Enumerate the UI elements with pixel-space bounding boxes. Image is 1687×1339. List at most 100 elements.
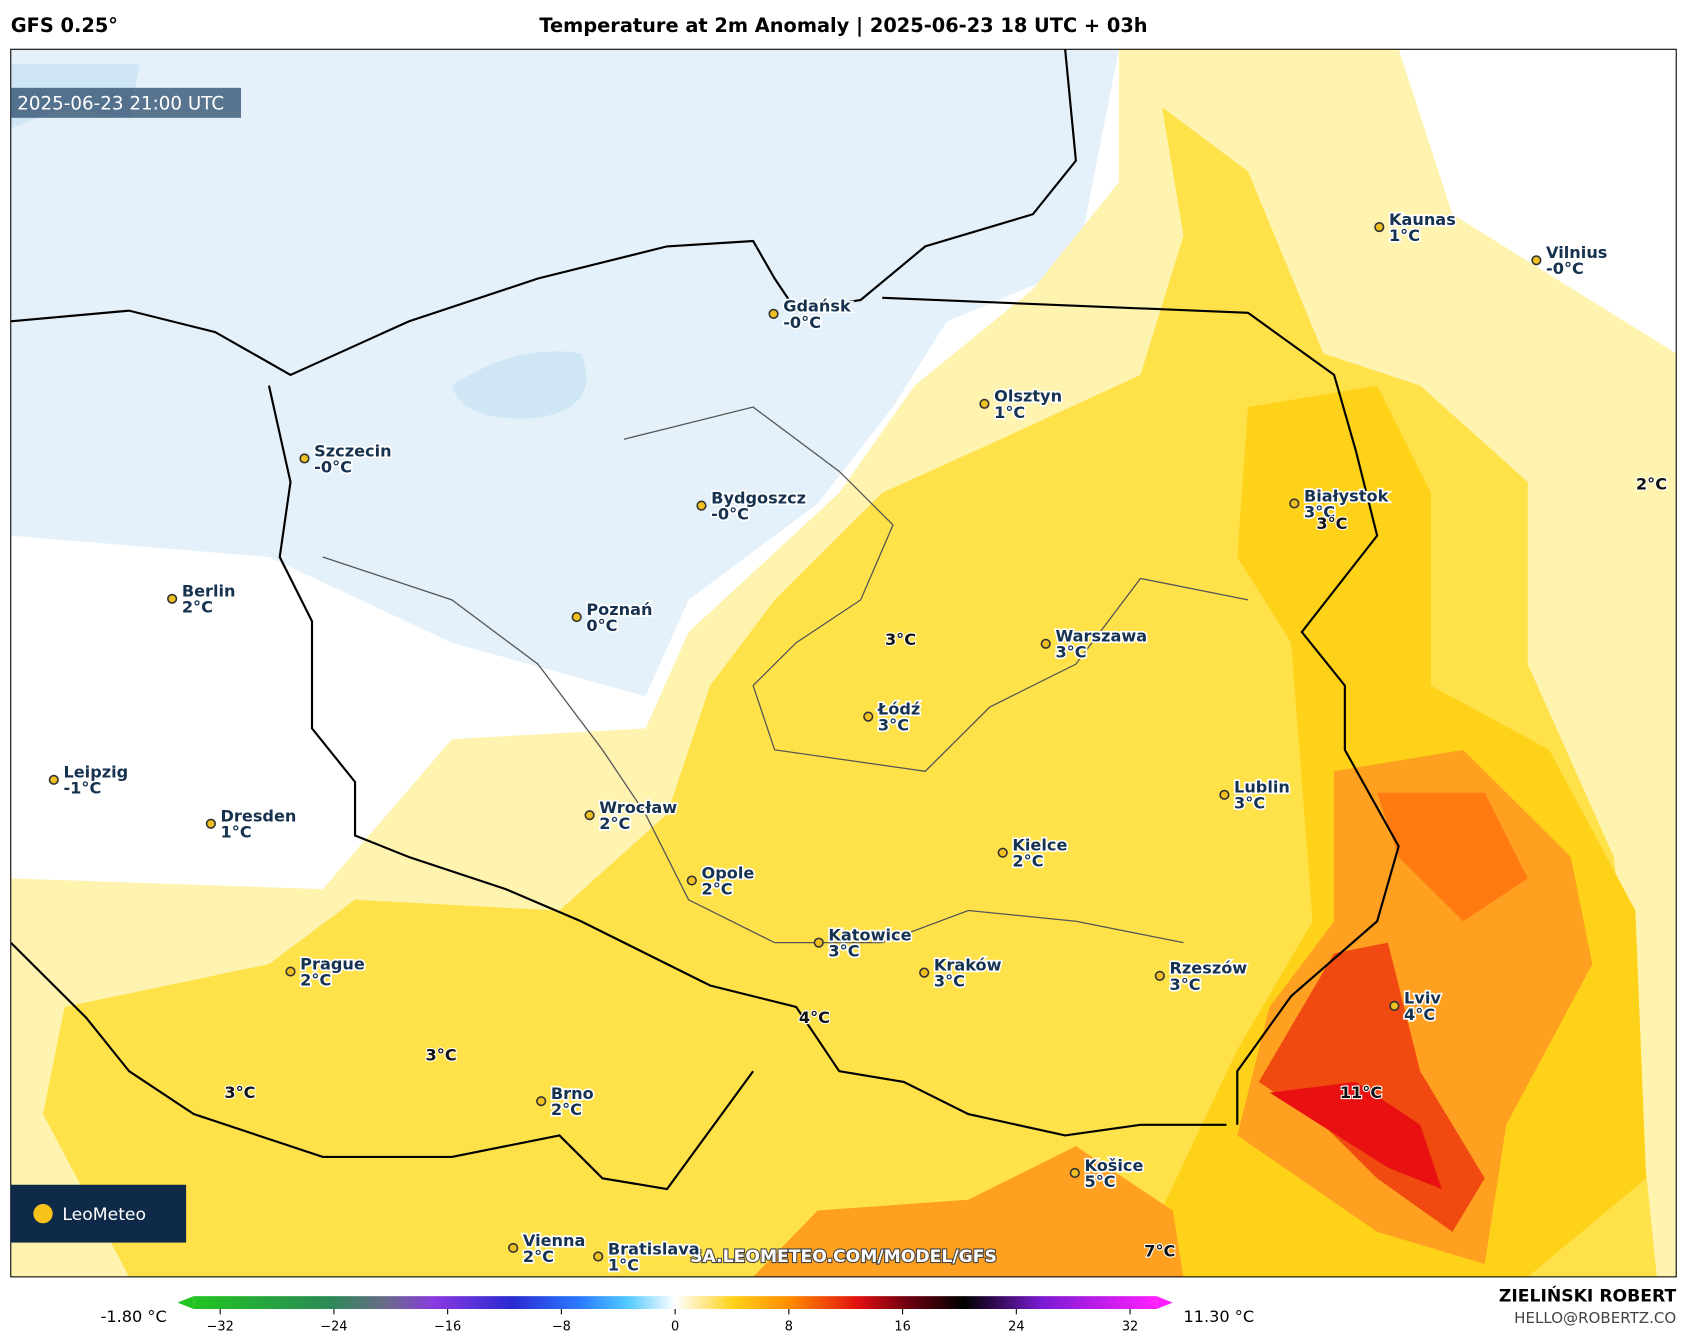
city-temp: 0°C: [586, 616, 617, 635]
city-name: Kraków: [934, 956, 1002, 975]
colorbar-min: -1.80 °C: [101, 1307, 167, 1326]
colorbar-tick-label: 8: [785, 1319, 793, 1334]
city-dot: [768, 308, 779, 319]
city-dot: [1374, 222, 1385, 233]
city-dot: [1040, 638, 1051, 649]
map-title: Temperature at 2m Anomaly | 2025-06-23 1…: [539, 14, 1147, 37]
city-temp: 3°C: [878, 716, 909, 735]
city-name: Bydgoszcz: [711, 488, 806, 507]
city-dot: [593, 1251, 604, 1262]
model-label: GFS 0.25°: [11, 14, 118, 37]
colorbar-min-arrow: [177, 1296, 194, 1310]
city-dot: [813, 937, 824, 948]
time-box: [10, 87, 242, 118]
colorbar-tick-label: 16: [894, 1319, 910, 1334]
city-dot: [508, 1242, 519, 1254]
city-temp: -0°C: [314, 457, 352, 476]
city-name: Bratislava: [608, 1239, 700, 1258]
colorbar-tick-label: 0: [671, 1319, 679, 1334]
city-name: Poznań: [586, 600, 652, 619]
colorbar-tick-label: 24: [1008, 1319, 1024, 1334]
city-dot: [48, 774, 59, 785]
city-temp: 3°C: [1169, 975, 1200, 994]
city-temp: 3°C: [1234, 794, 1265, 813]
logo-sun: [33, 1204, 53, 1224]
city-dot: [1219, 789, 1230, 800]
city-name: Košice: [1085, 1156, 1144, 1175]
colorbar-max-arrow: [1156, 1296, 1173, 1310]
city-dot: [205, 818, 216, 829]
city-name: Łódź: [877, 700, 920, 719]
extremum-label: 3°C: [426, 1046, 457, 1065]
contact: HELLO@ROBERTZ.CO: [1514, 1309, 1676, 1327]
city-dot: [686, 875, 697, 886]
city-temp: 2°C: [551, 1100, 582, 1119]
city-dot: [696, 500, 707, 511]
city-dot: [1069, 1167, 1080, 1179]
city-dot: [1531, 255, 1542, 266]
city-name: Gdańsk: [783, 297, 852, 316]
city-dot: [536, 1096, 547, 1107]
city-name: Katowice: [828, 926, 911, 945]
city-temp: 1°C: [221, 823, 252, 842]
colorbar-tick-label: −8: [552, 1319, 571, 1334]
city-dot: [979, 398, 990, 409]
city-dot: [299, 453, 310, 464]
city-dot: [584, 810, 595, 821]
extremum-label: 2°C: [1636, 475, 1667, 494]
colorbar-max: 11.30 °C: [1183, 1307, 1254, 1326]
city-name: Kielce: [1012, 836, 1067, 855]
city-temp: -0°C: [1546, 259, 1584, 278]
city-temp: -0°C: [783, 313, 821, 332]
city-name: Brno: [551, 1084, 594, 1103]
city-name: Dresden: [221, 807, 297, 826]
city-temp: 3°C: [1304, 502, 1335, 521]
city-name: Opole: [701, 863, 754, 882]
city-name: Vilnius: [1546, 243, 1607, 262]
logo: LeoMeteo: [62, 1205, 146, 1225]
colorbar-tick-label: −32: [207, 1319, 234, 1334]
city-temp: 3°C: [828, 942, 859, 961]
extremum-label: 7°C: [1144, 1242, 1175, 1261]
extremum-label: 4°C: [799, 1008, 830, 1027]
city-temp: 1°C: [994, 403, 1025, 422]
city-temp: 5°C: [1085, 1172, 1116, 1191]
city-temp: 2°C: [1012, 852, 1043, 871]
city-temp: 4°C: [1404, 1005, 1435, 1024]
colorbar-tick-label: 32: [1122, 1319, 1138, 1334]
city-dot: [571, 611, 582, 623]
city-temp: 2°C: [182, 598, 213, 617]
city-name: Szczecin: [314, 441, 391, 460]
extremum-label: 3°C: [1316, 514, 1347, 533]
city-temp: 3°C: [1055, 643, 1086, 662]
city-dot: [863, 711, 874, 722]
city-temp: 3°C: [934, 972, 965, 991]
city-dot: [1389, 1000, 1400, 1011]
extremum-label: 3°C: [224, 1083, 255, 1102]
city-dot: [285, 966, 296, 977]
city-name: Prague: [300, 954, 365, 973]
city-name: Berlin: [182, 582, 236, 601]
extremum-label: 11°C: [1340, 1083, 1382, 1102]
city-dot: [1289, 498, 1300, 509]
city-temp: 2°C: [300, 971, 331, 990]
city-name: Kaunas: [1389, 210, 1456, 229]
city-dot: [997, 847, 1008, 858]
extremum-label: 3°C: [885, 630, 916, 649]
city-dot: [167, 593, 178, 604]
colorbar-tick-label: −24: [320, 1319, 347, 1334]
author: ZIELIŃSKI ROBERT: [1499, 1285, 1677, 1307]
city-temp: 1°C: [1389, 226, 1420, 245]
city-dot: [919, 967, 930, 978]
city-name: Vienna: [523, 1231, 586, 1250]
city-name: Rzeszów: [1169, 959, 1247, 978]
map-frame: [10, 48, 1677, 1278]
city-temp: 2°C: [523, 1247, 554, 1266]
city-name: Lviv: [1404, 989, 1441, 1008]
city-name: Leipzig: [63, 763, 128, 782]
city-name: Wrocław: [599, 798, 677, 817]
colorbar-tick-label: −16: [434, 1319, 461, 1334]
valid-time: 2025-06-23 21:00 UTC: [17, 93, 224, 114]
city-name: Lublin: [1234, 778, 1290, 797]
